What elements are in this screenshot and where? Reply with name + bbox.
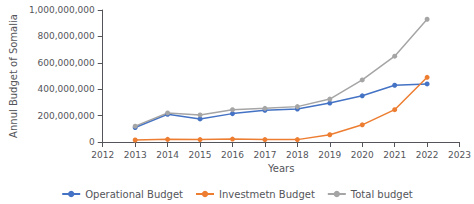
svg-text:600,000,000: 600,000,000 — [37, 58, 95, 68]
svg-text:2018: 2018 — [286, 150, 309, 160]
svg-text:2019: 2019 — [318, 150, 341, 160]
svg-text:2021: 2021 — [383, 150, 406, 160]
svg-text:Annul Budget of Somalia: Annul Budget of Somalia — [8, 14, 19, 138]
svg-text:800,000,000: 800,000,000 — [37, 31, 95, 41]
svg-text:Total budget: Total budget — [350, 189, 413, 200]
svg-text:2023: 2023 — [448, 150, 471, 160]
svg-text:2012: 2012 — [91, 150, 114, 160]
svg-text:0: 0 — [89, 137, 95, 147]
svg-text:2013: 2013 — [124, 150, 147, 160]
svg-text:Years: Years — [267, 163, 294, 174]
svg-text:Operational Budget: Operational Budget — [85, 189, 183, 200]
svg-text:2016: 2016 — [221, 150, 244, 160]
svg-text:200,000,000: 200,000,000 — [37, 111, 95, 121]
svg-text:400,000,000: 400,000,000 — [37, 84, 95, 94]
svg-text:2015: 2015 — [189, 150, 212, 160]
svg-text:1,000,000,000: 1,000,000,000 — [29, 5, 95, 15]
svg-text:2017: 2017 — [253, 150, 276, 160]
svg-text:2022: 2022 — [416, 150, 439, 160]
svg-text:2014: 2014 — [156, 150, 179, 160]
svg-text:Investmetn Budget: Investmetn Budget — [219, 189, 315, 200]
svg-text:2020: 2020 — [351, 150, 374, 160]
